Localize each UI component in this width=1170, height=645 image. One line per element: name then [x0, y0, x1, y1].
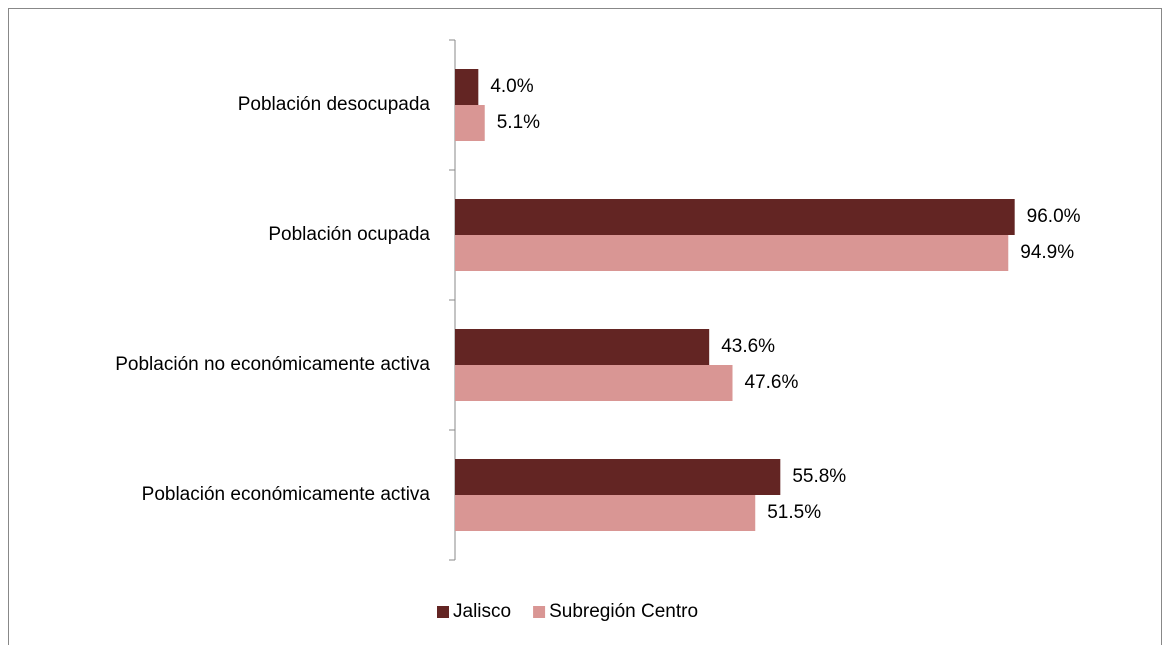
legend-swatch — [533, 606, 546, 618]
bar — [455, 365, 733, 401]
bar — [455, 69, 479, 105]
value-label: 4.0% — [490, 76, 533, 97]
value-label: 5.1% — [497, 112, 540, 133]
bar — [455, 329, 710, 365]
bar — [455, 199, 1015, 235]
y-tick-label: Población desocupada — [238, 94, 431, 115]
value-label: 94.9% — [1020, 242, 1074, 263]
value-label: 55.8% — [792, 466, 846, 487]
chart-frame — [8, 8, 1162, 645]
value-label: 51.5% — [767, 502, 821, 523]
bar — [455, 105, 485, 141]
y-tick-label: Población no económicamente activa — [115, 354, 430, 375]
bar — [455, 235, 1009, 271]
y-tick-label: Población ocupada — [268, 224, 430, 245]
bar — [455, 459, 781, 495]
value-label: 47.6% — [745, 372, 799, 393]
legend-swatch — [437, 606, 449, 618]
bar — [455, 495, 756, 531]
y-tick-label: Población económicamente activa — [142, 484, 431, 505]
value-label: 43.6% — [721, 336, 775, 357]
value-label: 96.0% — [1027, 206, 1081, 227]
legend-label: Subregión Centro — [549, 601, 698, 622]
legend-label: Jalisco — [453, 601, 511, 622]
